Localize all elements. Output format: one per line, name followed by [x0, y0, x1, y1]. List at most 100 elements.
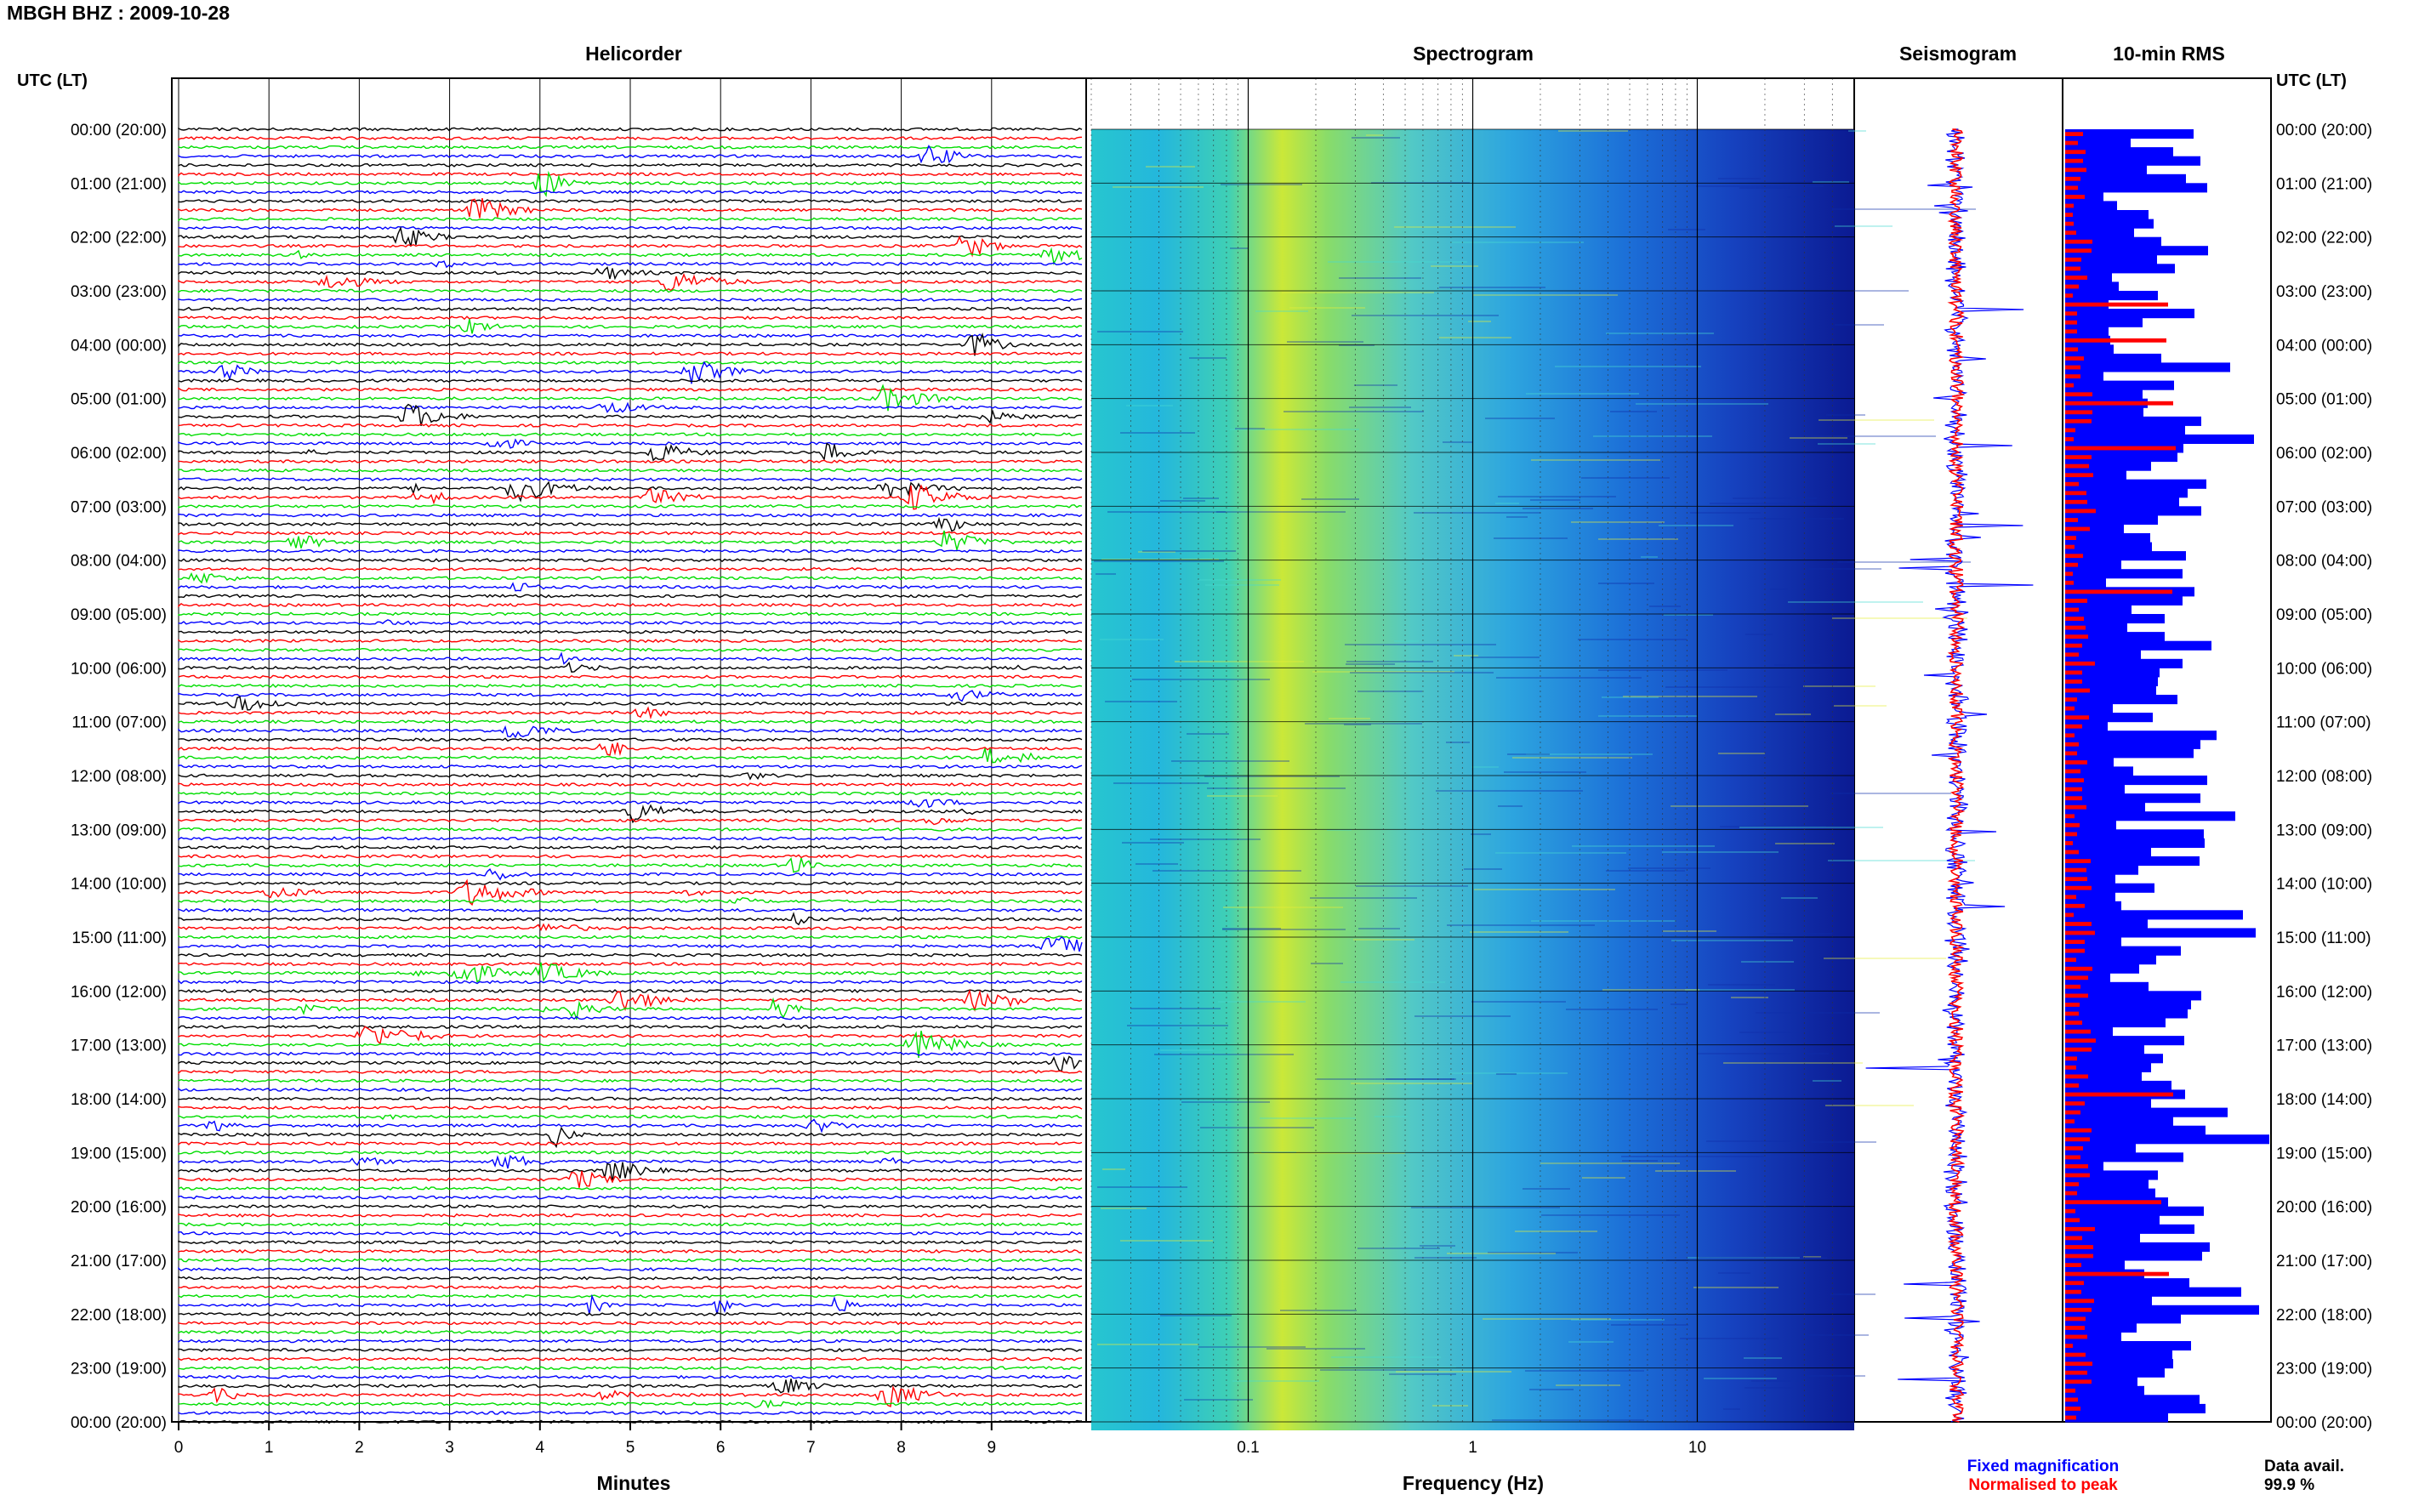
- spectrogram-streak: [1101, 1208, 1147, 1209]
- rms-bar-normalised: [2065, 589, 2172, 594]
- helicorder-trace: [178, 706, 1083, 719]
- rms-bar-fixed: [2065, 829, 2204, 839]
- spectrogram-streak: [1526, 393, 1639, 395]
- spectrogram-streak: [1541, 1214, 1680, 1216]
- left-time-label: 19:00 (15:00): [71, 1145, 167, 1162]
- helicorder-trace: [178, 1329, 1083, 1334]
- rms-bar-normalised: [2065, 993, 2088, 998]
- spectrogram-streak: [1749, 518, 1844, 520]
- spectrogram-streak: [1431, 265, 1478, 267]
- spectrogram-streak: [1606, 333, 1714, 334]
- helicorder-trace: [178, 907, 1083, 912]
- helicorder-trace: [178, 611, 1083, 617]
- rms-bar-fixed: [2065, 317, 2143, 327]
- rms-bar-fixed: [2065, 201, 2117, 211]
- spectrogram-streak: [1471, 1001, 1566, 1003]
- helicorder-trace: [178, 503, 1083, 509]
- helicorder-tick-label: 0: [174, 1439, 184, 1457]
- rms-bar-fixed: [2065, 560, 2121, 570]
- spectrogram-tick-label: 10: [1688, 1439, 1706, 1457]
- rms-bar-normalised: [2065, 276, 2087, 280]
- helicorder-trace: [178, 1374, 1083, 1379]
- helicorder-trace: [178, 1222, 1083, 1227]
- spectrogram-streak: [1582, 1177, 1625, 1179]
- rms-bar-fixed: [2065, 1206, 2204, 1216]
- helicorder-trace: [178, 1266, 1083, 1272]
- rms-bar-normalised: [2065, 850, 2079, 855]
- spectrogram-streak: [1097, 1344, 1198, 1345]
- spectrogram-streak: [1207, 795, 1278, 797]
- helicorder-traces: [178, 127, 1083, 1424]
- helicorder-trace: [178, 315, 1083, 321]
- right-axis-label: UTC (LT): [2276, 71, 2347, 90]
- rms-bar-fixed: [2065, 1359, 2173, 1369]
- spectrogram-streak: [1790, 437, 1847, 439]
- rms-bar-fixed: [2065, 1242, 2210, 1252]
- rms-bar-normalised: [2065, 132, 2083, 136]
- spectrogram-streak: [1218, 1001, 1306, 1003]
- page-title: MBGH BHZ : 2009-10-28: [7, 2, 231, 24]
- right-time-label: 02:00 (22:00): [2276, 230, 2372, 247]
- rms-bar-fixed: [2065, 1314, 2181, 1324]
- spectrogram-streak: [1329, 718, 1370, 719]
- rms-bar-normalised: [2065, 814, 2075, 819]
- helicorder-trace: [178, 1378, 1083, 1394]
- right-time-label: 18:00 (14:00): [2276, 1091, 2372, 1109]
- rms-bar-normalised: [2065, 140, 2078, 145]
- right-time-label: 16:00 (12:00): [2276, 983, 2372, 1001]
- helicorder-tick-label: 6: [716, 1439, 726, 1457]
- spectrogram-streak: [1568, 1341, 1614, 1343]
- rms-bar-normalised: [2065, 984, 2080, 989]
- helicorder-trace: [178, 145, 1083, 150]
- rms-bar-normalised: [2065, 769, 2080, 774]
- helicorder-trace: [178, 1204, 1083, 1209]
- helicorder-trace: [178, 531, 1083, 536]
- left-time-label: 03:00 (23:00): [71, 283, 167, 301]
- rms-bar-fixed: [2065, 703, 2113, 713]
- rms-bar-fixed: [2065, 918, 2148, 929]
- left-time-label: 16:00 (12:00): [71, 983, 167, 1001]
- spectrogram-streak: [1649, 605, 1681, 607]
- rms-bar-normalised: [2065, 1253, 2093, 1259]
- spectrogram-streak: [1207, 787, 1346, 789]
- rms-bar-fixed: [2065, 1009, 2188, 1019]
- rms-bars: [2065, 129, 2269, 1423]
- helicorder-trace: [178, 549, 1083, 554]
- spectrogram-streak: [1471, 766, 1499, 768]
- spectrogram-streak: [1756, 1012, 1880, 1014]
- spectrogram-grid: [1090, 78, 1854, 1423]
- rms-bar-normalised: [2065, 365, 2080, 370]
- rms-bar-normalised: [2065, 930, 2095, 935]
- spectrogram-streak: [1801, 1334, 1869, 1336]
- helicorder-trace: [178, 1096, 1083, 1101]
- helicorder-trace: [178, 844, 1083, 850]
- helicorder-trace: [178, 351, 1083, 356]
- rms-bar-normalised: [2065, 778, 2084, 782]
- helicorder-trace: [178, 1419, 1083, 1424]
- spectrogram-streak: [1344, 724, 1371, 725]
- helicorder-trace: [178, 742, 1083, 757]
- left-time-label: 01:00 (21:00): [71, 175, 167, 193]
- spectrogram-streak: [1812, 1141, 1876, 1143]
- left-time-label: 07:00 (03:00): [71, 498, 167, 516]
- spectrogram-streak: [1283, 411, 1424, 412]
- rms-bar-fixed: [2065, 1179, 2149, 1190]
- spectrogram-streak: [1483, 1318, 1611, 1320]
- rms-bar-fixed: [2065, 1099, 2151, 1109]
- left-time-label: 22:00 (18:00): [71, 1306, 167, 1324]
- spectrogram-streak: [1232, 1380, 1319, 1382]
- rms-bar-normalised: [2065, 697, 2077, 702]
- spectrogram-streak: [1818, 443, 1875, 445]
- spectrogram-streak: [1439, 287, 1545, 288]
- spectrogram-streak: [1346, 661, 1433, 662]
- spectrogram-streak: [1745, 634, 1773, 635]
- spectrogram-streak: [1470, 931, 1568, 933]
- rms-bar-normalised: [2065, 1245, 2093, 1249]
- spectrogram-streak: [1287, 341, 1363, 343]
- spectrogram-streak: [1803, 1256, 1821, 1258]
- right-time-label: 10:00 (06:00): [2276, 660, 2372, 678]
- helicorder-trace: [178, 923, 1083, 931]
- helicorder-tick-label: 2: [355, 1439, 364, 1457]
- spectrogram-streak: [1352, 315, 1499, 316]
- helicorder-trace: [178, 225, 1083, 230]
